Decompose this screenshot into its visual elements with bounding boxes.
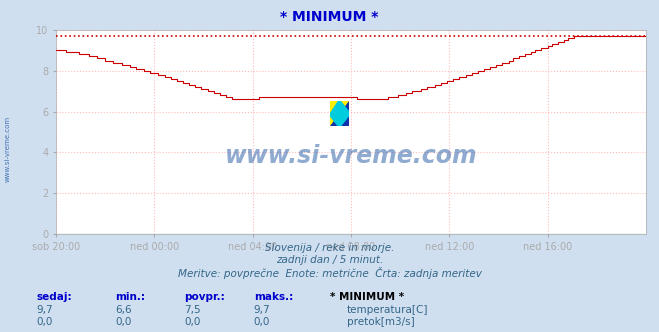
Text: min.:: min.:	[115, 292, 146, 302]
Text: temperatura[C]: temperatura[C]	[347, 305, 428, 315]
Text: Slovenija / reke in morje.: Slovenija / reke in morje.	[265, 243, 394, 253]
Text: * MINIMUM *: * MINIMUM *	[280, 10, 379, 24]
Polygon shape	[330, 101, 349, 126]
Text: www.si-vreme.com: www.si-vreme.com	[5, 116, 11, 183]
Text: www.si-vreme.com: www.si-vreme.com	[225, 144, 477, 168]
Text: zadnji dan / 5 minut.: zadnji dan / 5 minut.	[276, 255, 383, 265]
Text: 0,0: 0,0	[185, 317, 201, 327]
Text: 6,6: 6,6	[115, 305, 132, 315]
Text: 9,7: 9,7	[36, 305, 53, 315]
Text: 0,0: 0,0	[115, 317, 132, 327]
Text: sedaj:: sedaj:	[36, 292, 72, 302]
Text: 0,0: 0,0	[254, 317, 270, 327]
Text: povpr.:: povpr.:	[185, 292, 225, 302]
Text: 0,0: 0,0	[36, 317, 53, 327]
Text: 7,5: 7,5	[185, 305, 201, 315]
Text: maks.:: maks.:	[254, 292, 293, 302]
Text: 9,7: 9,7	[254, 305, 270, 315]
Polygon shape	[330, 101, 349, 126]
Text: Meritve: povprečne  Enote: metrične  Črta: zadnja meritev: Meritve: povprečne Enote: metrične Črta:…	[177, 267, 482, 279]
Text: * MINIMUM *: * MINIMUM *	[330, 292, 403, 302]
Text: pretok[m3/s]: pretok[m3/s]	[347, 317, 415, 327]
Polygon shape	[330, 101, 349, 126]
